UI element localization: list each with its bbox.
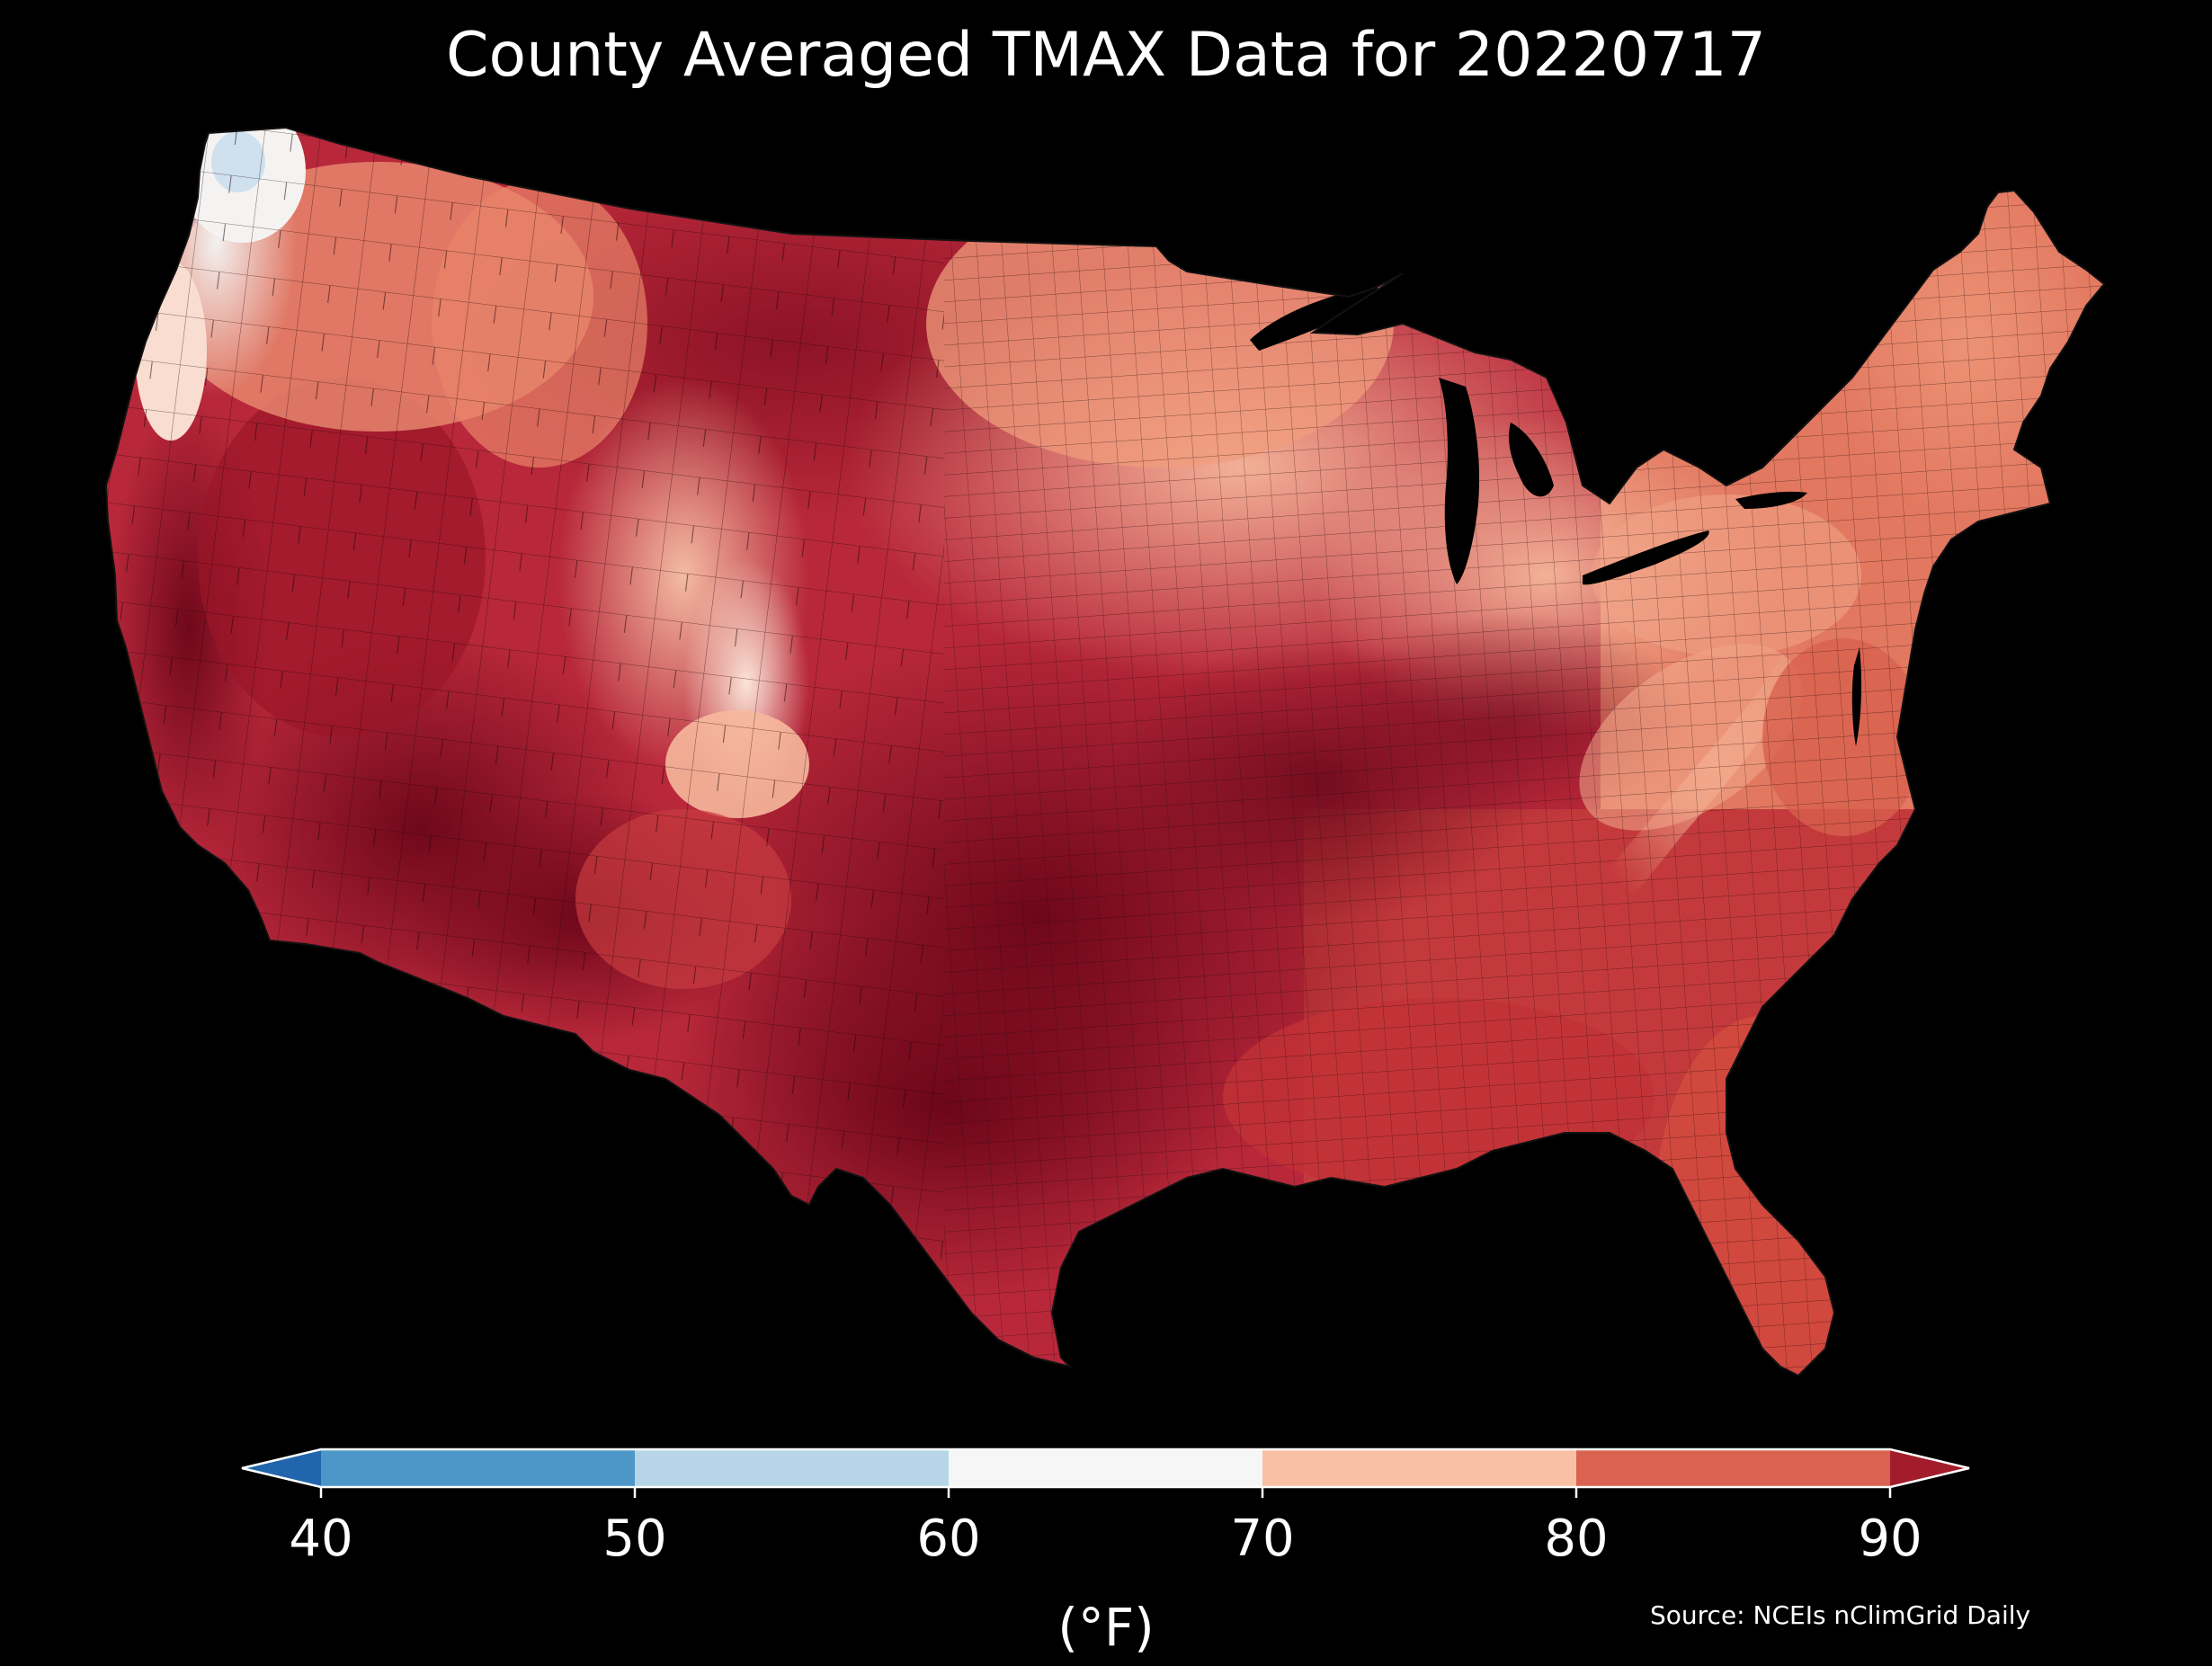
lake-huron xyxy=(1509,423,1554,497)
colorbar-segment-80-90 xyxy=(1576,1449,1891,1487)
colorbar-tick-label: 40 xyxy=(289,1510,353,1568)
colorbar-segment-50-60 xyxy=(635,1449,950,1487)
lake-erie xyxy=(1583,530,1709,585)
colorbar-segment-60-70 xyxy=(949,1449,1263,1487)
colorbar-extend-low xyxy=(242,1449,321,1487)
colorbar xyxy=(241,1448,1970,1498)
source-attribution: Source: NCEIs nClimGrid Daily xyxy=(1650,1600,2031,1630)
colorbar-tick-label: 50 xyxy=(602,1510,667,1568)
map-title: County Averaged TMAX Data for 20220717 xyxy=(446,20,1766,91)
lake-superior xyxy=(1250,287,1380,351)
colorbar-segment-70-80 xyxy=(1262,1449,1577,1487)
lake-ontario xyxy=(1735,491,1807,509)
colorbar-tick-label: 90 xyxy=(1858,1510,1922,1568)
great-lakes xyxy=(1250,287,1862,746)
colorbar-extend-high xyxy=(1890,1449,1969,1487)
colorbar-unit-label: (°F) xyxy=(1057,1597,1155,1658)
colorbar-segment-40-50 xyxy=(321,1449,636,1487)
colorbar-tick-label: 70 xyxy=(1230,1510,1295,1568)
lake-michigan xyxy=(1439,378,1480,584)
colorbar-tick-label: 80 xyxy=(1544,1510,1609,1568)
colorbar-tick-label: 60 xyxy=(916,1510,981,1568)
chesapeake-bay xyxy=(1851,647,1862,746)
